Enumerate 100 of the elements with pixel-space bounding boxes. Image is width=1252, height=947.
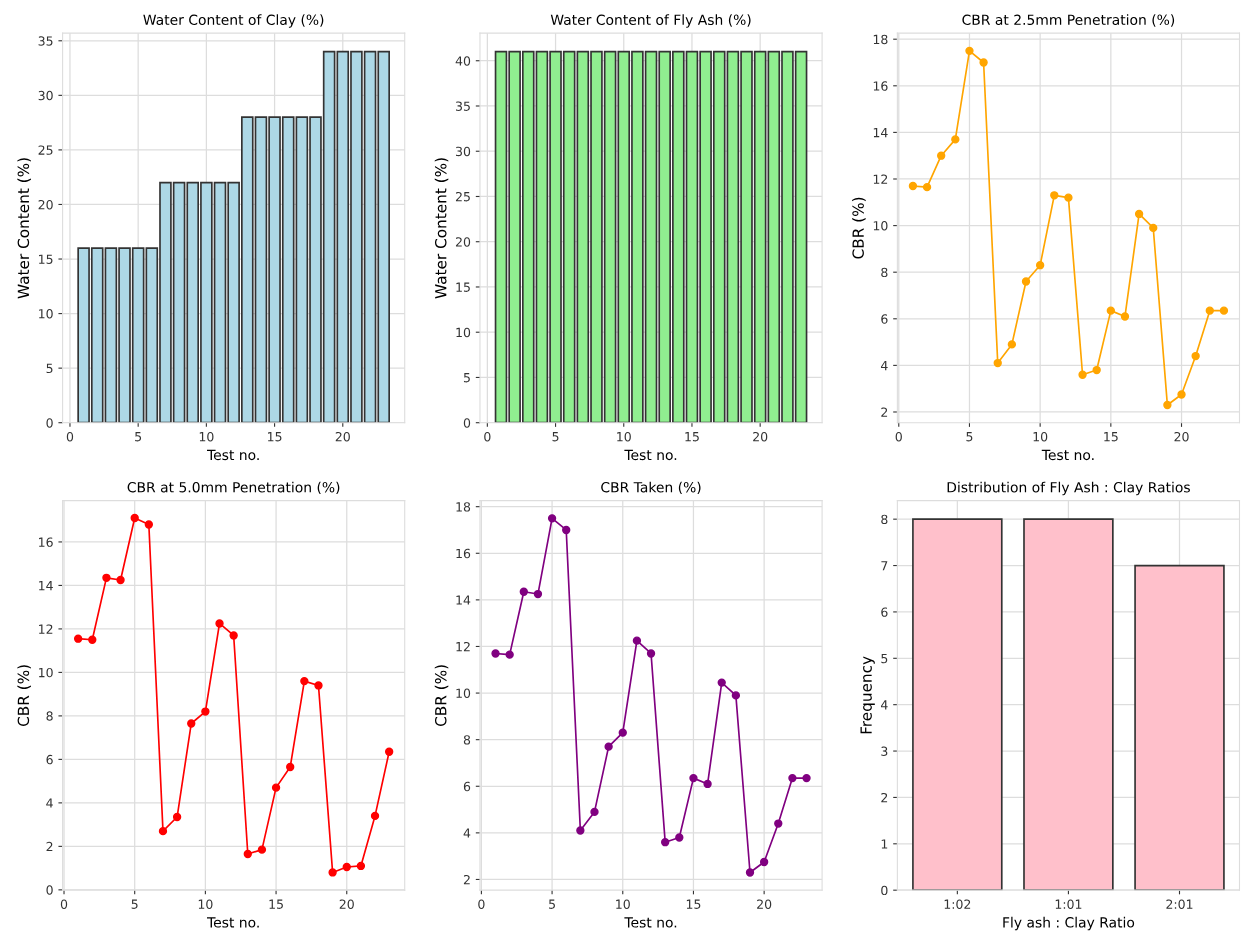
- point: [300, 676, 309, 686]
- y-tick-label: 35: [456, 101, 470, 111]
- point: [116, 575, 125, 585]
- y-axis-title: Water Content (%): [17, 158, 31, 299]
- point: [951, 135, 960, 144]
- point: [215, 619, 224, 628]
- y-tick-label: 30: [38, 90, 53, 101]
- x-tick-label: 20: [757, 899, 772, 909]
- point: [130, 513, 139, 523]
- point: [922, 182, 932, 192]
- chart-title: CBR Taken (%): [601, 481, 701, 495]
- y-tick-label: 12: [39, 624, 53, 634]
- x-axis-title: Test no.: [207, 917, 259, 928]
- x-tick-label: 2:01: [1166, 899, 1193, 909]
- y-tick-label: 6: [46, 754, 53, 765]
- point: [201, 707, 210, 716]
- point: [802, 773, 811, 783]
- point: [491, 649, 500, 658]
- point: [1021, 277, 1031, 286]
- y-tick-label: 2: [881, 407, 888, 417]
- x-tick-label: 15: [268, 432, 282, 442]
- point: [519, 587, 528, 596]
- point: [965, 46, 974, 56]
- point: [1149, 223, 1158, 233]
- y-tick-label: 8: [463, 735, 471, 745]
- y-axis-title: Water Content (%): [434, 158, 449, 299]
- point: [533, 589, 543, 599]
- point: [73, 634, 83, 643]
- point: [286, 762, 295, 772]
- y-tick-label: 4: [880, 700, 888, 710]
- point: [172, 812, 182, 822]
- y-tick-label: 25: [38, 145, 53, 155]
- x-tick-label: 10: [617, 431, 631, 442]
- point: [158, 826, 168, 836]
- point: [1120, 312, 1130, 321]
- y-tick-label: 14: [39, 581, 53, 591]
- x-tick-label: 5: [966, 432, 973, 442]
- y-tick-label: 8: [881, 514, 888, 525]
- x-tick-label: 20: [339, 899, 354, 909]
- y-tick-label: 10: [39, 309, 53, 319]
- point: [314, 681, 323, 690]
- y-tick-label: 25: [455, 191, 470, 202]
- x-tick-label: 5: [131, 899, 138, 909]
- y-tick-label: 4: [880, 361, 888, 371]
- y-tick-label: 0: [46, 418, 53, 428]
- point: [731, 691, 741, 700]
- point: [1007, 340, 1017, 349]
- x-axis-title: Test no.: [1041, 449, 1094, 461]
- point: [88, 635, 97, 644]
- y-axis-title: CBR (%): [852, 197, 866, 259]
- x-axis-title: Test no.: [624, 449, 677, 461]
- point: [618, 728, 627, 737]
- y-tick-label: 35: [38, 36, 53, 46]
- point: [1064, 193, 1073, 202]
- y-tick-label: 12: [873, 174, 888, 184]
- y-tick-label: 5: [463, 373, 470, 383]
- y-tick-label: 2: [46, 841, 53, 852]
- x-tick-label: 20: [753, 431, 768, 442]
- x-tick-label: 0: [478, 899, 485, 909]
- chart-title: Distribution of Fly Ash : Clay Ratios: [947, 481, 1190, 496]
- point: [187, 719, 196, 728]
- y-tick-label: 30: [456, 146, 471, 157]
- point: [144, 520, 154, 529]
- point: [342, 862, 351, 872]
- x-tick-label: 15: [685, 432, 699, 442]
- x-tick-label: 15: [269, 899, 283, 909]
- point: [937, 151, 946, 160]
- point: [257, 845, 267, 854]
- point: [547, 514, 557, 523]
- x-tick-label: 10: [616, 899, 630, 909]
- y-tick-label: 3: [881, 746, 888, 756]
- x-axis-title: Test no.: [207, 449, 259, 461]
- x-tick-label: 20: [335, 431, 350, 442]
- y-tick-label: 10: [873, 221, 888, 231]
- y-tick-label: 2: [881, 792, 888, 803]
- point: [759, 857, 769, 867]
- y-tick-label: 5: [46, 363, 53, 374]
- x-axis-title: Fly ash : Clay Ratio: [1003, 916, 1135, 931]
- point: [1191, 351, 1200, 361]
- y-tick-label: 0: [46, 885, 53, 895]
- x-tick-label: 15: [1104, 432, 1118, 442]
- chart-title: CBR at 5.0mm Penetration (%): [127, 481, 340, 495]
- point: [1219, 306, 1229, 315]
- point: [774, 819, 783, 828]
- y-tick-label: 7: [881, 561, 888, 571]
- y-tick-label: 16: [456, 548, 471, 559]
- point: [993, 358, 1002, 368]
- y-tick-label: 15: [39, 254, 53, 264]
- y-tick-label: 10: [39, 667, 53, 678]
- y-tick-label: 14: [456, 595, 471, 605]
- x-tick-label: 5: [135, 432, 142, 442]
- point: [271, 783, 281, 792]
- point: [1205, 306, 1214, 315]
- y-axis-title: CBR (%): [17, 665, 31, 727]
- y-tick-label: 0: [463, 418, 471, 428]
- x-tick-label: 20: [1174, 431, 1189, 442]
- point: [1078, 370, 1087, 379]
- point: [1134, 209, 1144, 219]
- x-tick-label: 0: [66, 431, 74, 442]
- x-tick-label: 10: [198, 899, 213, 909]
